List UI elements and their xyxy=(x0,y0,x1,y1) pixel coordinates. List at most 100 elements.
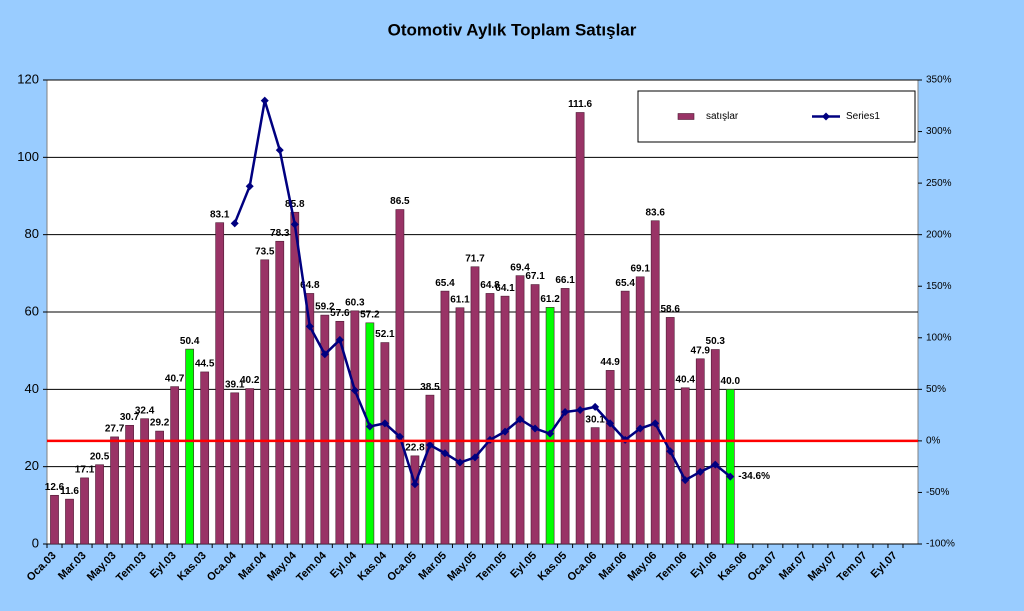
bar xyxy=(440,290,450,545)
bar-value-label: 67.1 xyxy=(525,271,545,282)
bar xyxy=(665,317,675,545)
bar-value-label: 111.6 xyxy=(568,99,592,110)
bar xyxy=(680,387,690,545)
bar-value-label: 30.7 xyxy=(120,412,140,423)
line-marker xyxy=(380,419,389,428)
bar-value-label: 78.3 xyxy=(270,228,290,239)
line-marker xyxy=(561,408,570,417)
bar xyxy=(545,307,555,545)
y2-tick-label: 150% xyxy=(926,281,952,292)
bar xyxy=(275,240,285,545)
bar xyxy=(185,348,195,545)
bar-value-label: 69.4 xyxy=(510,262,530,273)
bar-value-label: 40.4 xyxy=(675,374,695,385)
y2-tick-label: -50% xyxy=(926,487,949,498)
line-series xyxy=(233,100,732,488)
line-marker xyxy=(410,480,419,489)
y2-tick-label: 300% xyxy=(926,126,952,137)
bar xyxy=(470,266,480,545)
y-tick-label: 120 xyxy=(17,71,39,86)
line-marker xyxy=(305,322,314,331)
line-marker xyxy=(576,405,585,414)
bar-value-label: 30.1 xyxy=(585,414,605,425)
y2-tick-label: 50% xyxy=(926,384,946,395)
line-marker xyxy=(666,447,675,456)
bar-value-label: 66.1 xyxy=(555,275,575,286)
bar-value-label: 11.6 xyxy=(60,486,79,497)
bar-value-label: 73.5 xyxy=(255,246,275,257)
legend-marker xyxy=(822,112,830,121)
bar-value-label: 64.8 xyxy=(300,280,320,291)
line-marker xyxy=(395,432,404,441)
bar xyxy=(290,211,300,545)
bar xyxy=(155,430,164,545)
bar-value-label: 44.9 xyxy=(600,357,620,368)
bar xyxy=(200,371,210,545)
line-marker xyxy=(696,467,705,476)
bar xyxy=(485,293,495,545)
line-marker xyxy=(681,476,690,485)
bar xyxy=(305,293,315,545)
bar xyxy=(410,455,420,545)
bar xyxy=(380,342,390,545)
bar-value-label: 83.1 xyxy=(210,209,230,220)
bar-value-label: 50.4 xyxy=(180,336,200,347)
bar-value-label: 64.8 xyxy=(480,280,500,291)
bar xyxy=(500,295,510,545)
bar-value-label: 40.2 xyxy=(240,375,260,386)
bar-value-label: 65.4 xyxy=(435,278,455,289)
bar xyxy=(125,424,134,545)
line-marker xyxy=(440,449,449,458)
bar-value-label: 44.5 xyxy=(195,359,215,370)
line-marker xyxy=(455,458,464,467)
line-marker xyxy=(546,429,555,438)
line-marker xyxy=(230,219,239,228)
bar xyxy=(170,386,180,545)
bar-value-label: 17.1 xyxy=(75,465,95,476)
line-marker xyxy=(591,402,600,411)
line-marker xyxy=(320,350,329,359)
bar xyxy=(575,112,585,545)
legend-label: Series1 xyxy=(846,111,880,122)
bar xyxy=(350,310,360,545)
y-tick-label: 40 xyxy=(25,381,39,396)
bar-value-label: 29.2 xyxy=(150,418,170,429)
bar-value-label: 69.1 xyxy=(630,263,650,274)
bar xyxy=(140,418,149,545)
bar xyxy=(725,389,735,545)
bar-value-label: 61.2 xyxy=(540,294,560,305)
bar xyxy=(95,464,104,545)
bar xyxy=(605,370,615,545)
bar-value-label: 58.6 xyxy=(660,304,680,315)
y-tick-label: 100 xyxy=(17,149,39,164)
bar-value-label: 32.4 xyxy=(135,405,155,416)
bar-value-label: 64.1 xyxy=(495,283,515,294)
line-marker xyxy=(606,419,615,428)
bar xyxy=(50,494,59,545)
line-marker xyxy=(365,422,374,431)
bar-value-label: 22.8 xyxy=(405,442,425,453)
bar-value-label: 50.3 xyxy=(706,336,726,347)
y-tick-label: 20 xyxy=(25,458,39,473)
y-tick-label: 0 xyxy=(32,535,39,550)
bar xyxy=(650,220,660,545)
bar xyxy=(590,427,600,545)
bar-value-label: 85.8 xyxy=(285,199,305,210)
bar-value-label: 39.1 xyxy=(225,379,245,390)
bar-value-label: 61.1 xyxy=(450,294,470,305)
bar xyxy=(695,358,705,545)
bar xyxy=(245,388,255,545)
legend-label: satışlar xyxy=(706,111,739,122)
bar xyxy=(335,320,345,545)
bar xyxy=(710,349,720,545)
line-marker xyxy=(275,146,284,155)
bar-value-label: 57.6 xyxy=(330,308,350,319)
bar-value-label: 40.7 xyxy=(165,373,185,384)
bar xyxy=(320,314,330,545)
line-marker xyxy=(711,460,720,469)
bar xyxy=(215,222,225,545)
line-marker xyxy=(260,96,269,105)
bar xyxy=(110,436,119,545)
bar-value-label: 27.7 xyxy=(105,424,125,435)
